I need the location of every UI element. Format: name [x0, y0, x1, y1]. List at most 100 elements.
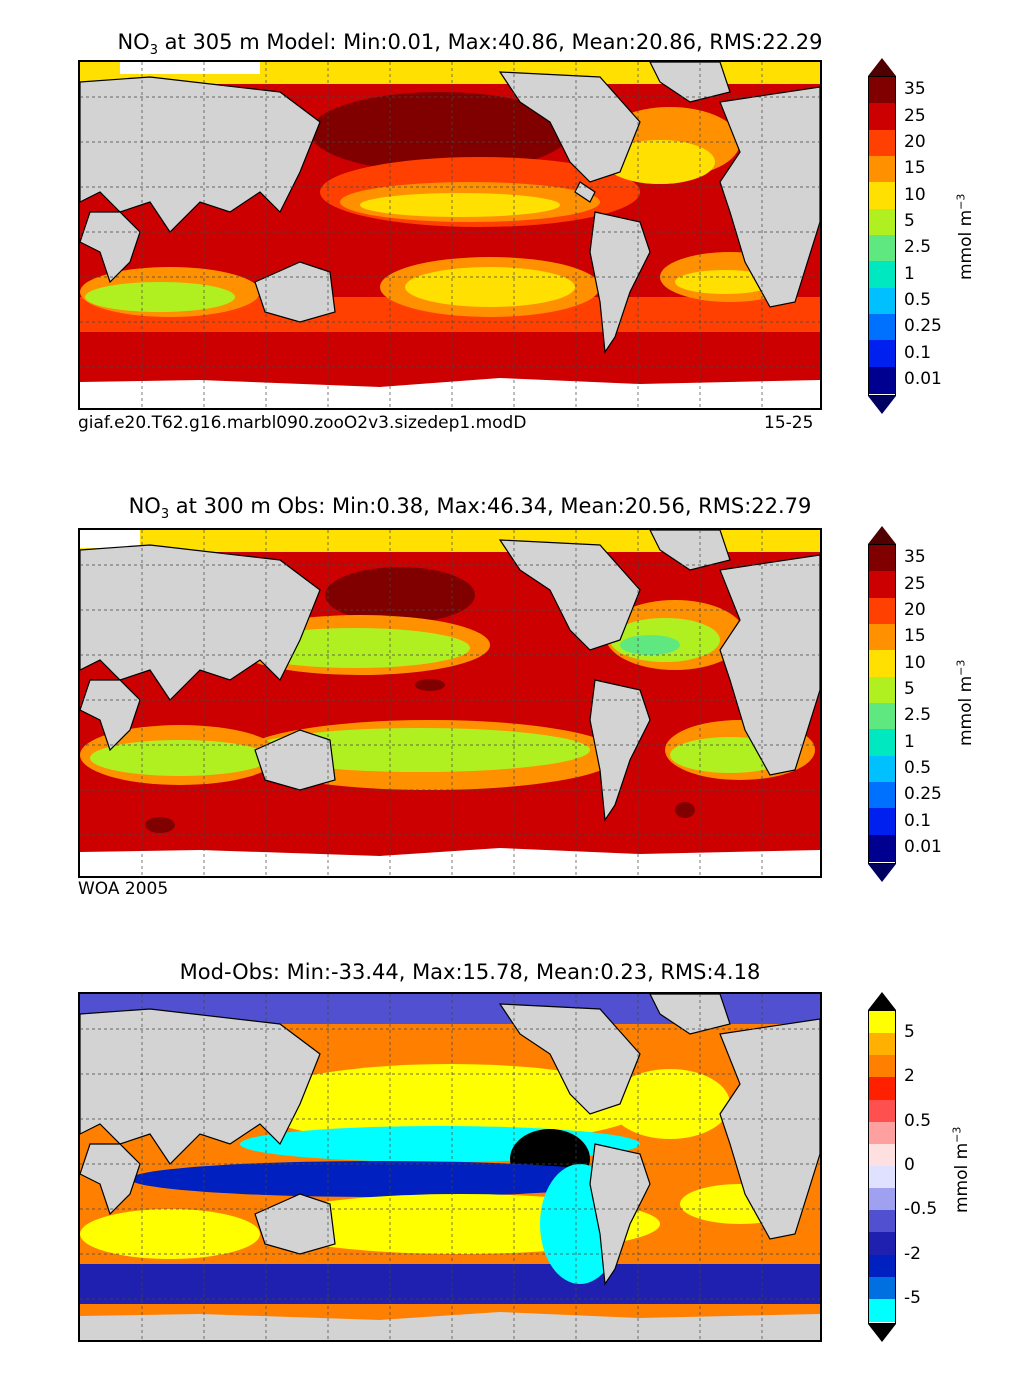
map-plot	[80, 994, 820, 1340]
colorbar-bottom-arrow	[868, 864, 896, 882]
panel-title: NO3 at 300 m Obs: Min:0.38, Max:46.34, M…	[128, 494, 812, 523]
colorbar-tick-label: 25	[904, 105, 926, 126]
colorbar-top-arrow	[868, 992, 896, 1010]
colorbar-tick-label: 5	[904, 1022, 915, 1043]
colorbar-tick-label: 1	[904, 731, 915, 752]
colorbar-tick-label: 0.01	[904, 368, 942, 389]
indian-core	[90, 740, 270, 776]
indian-pos	[80, 1209, 260, 1259]
colorbar-tick-label: 5	[904, 678, 915, 699]
colorbar-segment	[869, 1188, 895, 1212]
antarctica	[80, 848, 820, 876]
colorbar-tick-label: -2	[904, 1243, 921, 1264]
colorbar-segment	[869, 1077, 895, 1101]
colorbar-tick-label: 0.1	[904, 342, 932, 363]
so-neg	[80, 1264, 820, 1304]
colorbar-segments	[868, 76, 896, 396]
satl-gyre-core	[675, 270, 775, 294]
sea-ice	[120, 62, 260, 74]
natl-gyre-core	[605, 140, 715, 184]
arctic-band	[80, 62, 820, 84]
gridlines	[80, 994, 820, 1340]
colorbar-segment	[869, 1121, 895, 1145]
map-plot	[80, 62, 820, 408]
case-name: giaf.e20.T62.g16.marbl090.zooO2v3.sizede…	[78, 413, 527, 433]
panel-obs: NO3 at 300 m Obs: Min:0.38, Max:46.34, M…	[0, 466, 1012, 926]
arctic-band	[80, 530, 820, 552]
panel-model: NO3 at 305 m Model: Min:0.01, Max:40.86,…	[0, 0, 1012, 460]
colorbar-segment	[869, 808, 895, 836]
colorbar-tick-label: 0.5	[904, 757, 932, 778]
colorbar-tick-label: 15	[904, 626, 926, 647]
npac-pos	[250, 1064, 650, 1144]
colorbar-segment	[869, 1055, 895, 1079]
dataset-label: WOA 2005	[78, 879, 169, 899]
colorbar-segment	[869, 1210, 895, 1234]
colorbar-segment	[869, 703, 895, 730]
colorbar-segment	[869, 1298, 895, 1322]
colorbar-segment	[869, 676, 895, 704]
colorbar-tick-label: 0.25	[904, 784, 942, 805]
colorbar-tick-label: 20	[904, 131, 926, 152]
south-america	[589, 679, 651, 822]
colorbar-tick-label: 5	[904, 210, 915, 231]
colorbar-tick-label: 20	[904, 599, 926, 620]
eurasia	[80, 76, 321, 233]
colorbar-segment	[869, 314, 895, 341]
so-max	[145, 817, 175, 833]
south-america	[589, 1143, 651, 1286]
map-obs	[78, 528, 822, 878]
panel-diff: Mod-Obs: Min:-33.44, Max:15.78, Mean:0.2…	[0, 934, 1012, 1373]
colorbar-top-arrow	[868, 58, 896, 76]
colorbar-segment	[869, 1143, 895, 1167]
colorbar-tick-label: 2.5	[904, 237, 932, 258]
colorbar-segment	[869, 366, 895, 394]
colorbar-segment	[869, 782, 895, 809]
spac-gyre-core	[250, 728, 590, 772]
panel-title: NO3 at 305 m Model: Min:0.01, Max:40.86,…	[117, 30, 823, 59]
satl-max	[675, 802, 695, 818]
colorbar-tick-label: -5	[904, 1287, 921, 1308]
colorbar-tick-label: 35	[904, 79, 926, 100]
colorbar-segment	[869, 287, 895, 315]
north-america	[498, 1003, 641, 1115]
colorbar-segment	[869, 261, 895, 289]
gridlines	[80, 62, 820, 408]
colorbar-segment	[869, 1011, 895, 1034]
map-plot	[80, 530, 820, 876]
colorbar-top-arrow	[868, 526, 896, 544]
panel-title: Mod-Obs: Min:-33.44, Max:15.78, Mean:0.2…	[179, 960, 761, 984]
colorbar-segment	[869, 624, 895, 651]
colorbar-tick-label: 0	[904, 1155, 915, 1175]
colorbar-segment	[869, 755, 895, 783]
antarctica	[80, 378, 820, 408]
colorbar-segments	[868, 1010, 896, 1324]
colorbar: 35 25 20 15 10 5 2.5 1 0.5 0.25 0.1 0.01	[868, 526, 942, 882]
colorbar-segment	[869, 208, 895, 236]
africa-east	[80, 1143, 141, 1216]
colorbar-segment	[869, 1099, 895, 1123]
colorbar-segment	[869, 129, 895, 157]
colorbar-bottom-arrow	[868, 1324, 896, 1342]
map-diff	[78, 992, 822, 1342]
colorbar-tick-label: 10	[904, 184, 926, 205]
north-america	[498, 539, 641, 651]
sub-eq-neg	[130, 1161, 630, 1197]
colorbar-tick-label: 0.01	[904, 836, 942, 857]
colorbar-segment	[869, 1276, 895, 1300]
colorbar-tick-label: 25	[904, 573, 926, 594]
colorbar-segment	[869, 1254, 895, 1278]
antarctica	[80, 1312, 820, 1340]
colorbar-segment	[869, 1166, 895, 1189]
colorbar-segment	[869, 597, 895, 625]
colorbar-segment	[869, 571, 895, 599]
colorbar-tick-label: 0.25	[904, 316, 942, 337]
colorbar: 35 25 20 15 10 5 2.5 1 0.5 0.25 0.1 0.01	[868, 58, 942, 414]
colorbar-units: mmol m−3	[954, 659, 977, 747]
colorbar-tick-label: 0.5	[904, 1110, 932, 1131]
colorbar-tick-label: 15	[904, 158, 926, 179]
colorbar-segment	[869, 729, 895, 757]
colorbar-segment	[869, 1033, 895, 1057]
south-america	[589, 211, 651, 354]
colorbar-tick-label: -0.5	[904, 1199, 938, 1220]
